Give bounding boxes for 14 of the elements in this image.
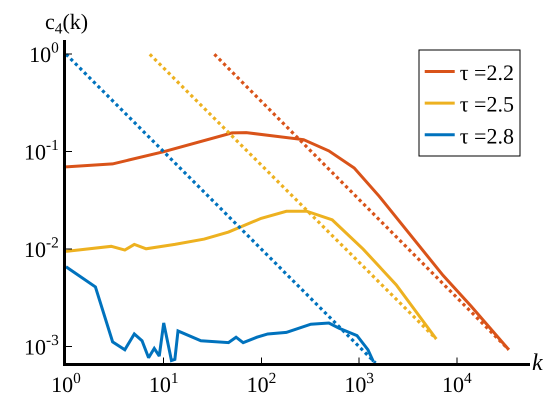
legend-label: τ =2.8 bbox=[460, 123, 514, 148]
y-tick-label: 10$^{-1}$ bbox=[24, 137, 59, 164]
y-tick-label: 10$^{-2}$ bbox=[24, 234, 59, 262]
x-tick-label: 10$^{1}$ bbox=[148, 370, 179, 398]
x-tick-label: 10$^{3}$ bbox=[344, 370, 374, 398]
x-tick-label: 10$^{0}$ bbox=[51, 370, 82, 398]
legend-label: τ =2.2 bbox=[460, 60, 514, 86]
x-axis-title: k bbox=[532, 350, 543, 376]
x-tick-label: 10$^{2}$ bbox=[246, 370, 276, 398]
y-tick-label: 10$^{-3}$ bbox=[24, 332, 60, 360]
y-tick-label: 10$^{0}$ bbox=[29, 40, 60, 67]
legend-label: τ =2.5 bbox=[460, 92, 514, 117]
y-axis-title: c$_{4}$(k) bbox=[45, 9, 88, 38]
x-tick-label: 10$^{4}$ bbox=[442, 370, 472, 398]
